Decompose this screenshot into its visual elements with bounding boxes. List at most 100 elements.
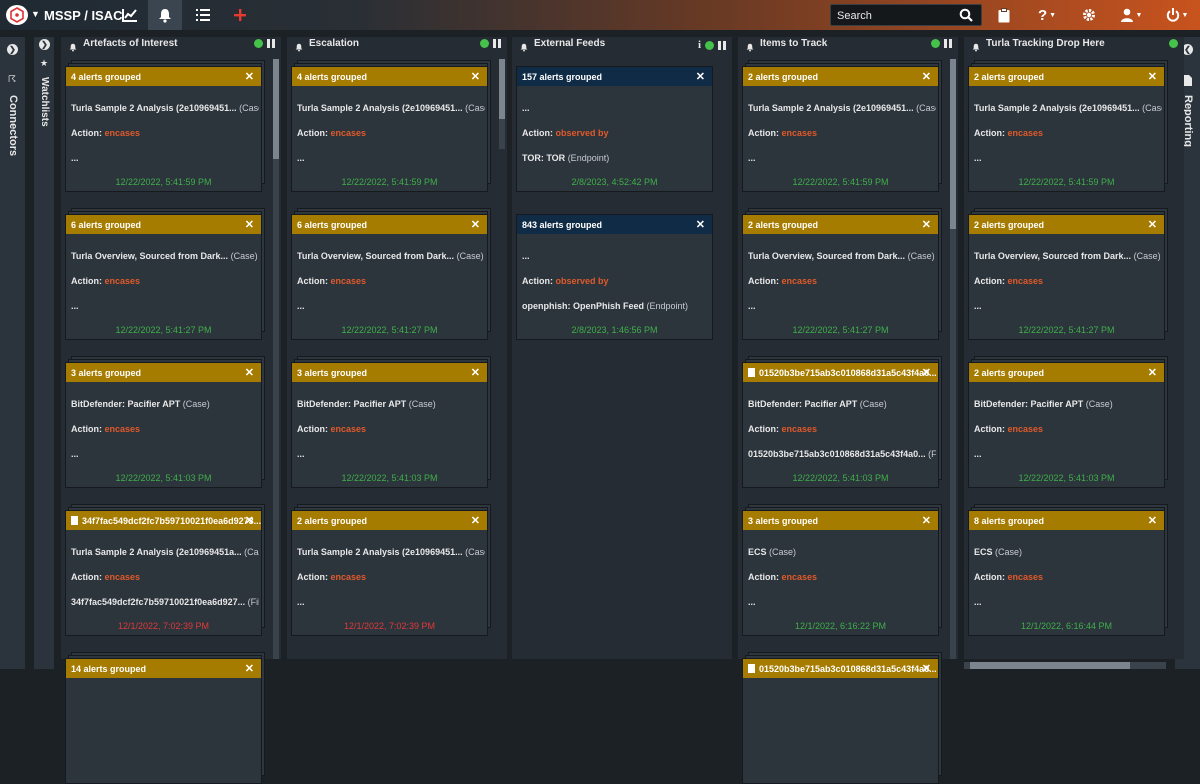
vertical-scrollbar[interactable]	[499, 59, 505, 149]
target-name[interactable]: ...	[974, 301, 982, 311]
pause-icon[interactable]	[267, 39, 275, 48]
card-group-header[interactable]: 01520b3be715ab3c010868d31a5c43f4a0... ✕	[743, 363, 938, 382]
card-group-header[interactable]: 2 alerts grouped ✕	[743, 67, 938, 86]
scrollbar-thumb[interactable]	[273, 59, 279, 159]
close-icon[interactable]: ✕	[921, 367, 931, 379]
card-group-header[interactable]: 843 alerts grouped ✕	[517, 215, 712, 234]
target-name[interactable]: 01520b3be715ab3c010868d31a5c43f4a0...	[748, 449, 926, 459]
pause-icon[interactable]	[944, 39, 952, 48]
scrollbar-thumb[interactable]	[970, 662, 1130, 669]
list-icon[interactable]	[186, 0, 220, 30]
close-icon[interactable]: ✕	[244, 663, 254, 675]
card-group-header[interactable]: 4 alerts grouped ✕	[66, 67, 261, 86]
scrollbar-thumb[interactable]	[499, 59, 505, 119]
collapse-chevron-icon[interactable]: ❮	[1182, 44, 1193, 55]
target-name[interactable]: ...	[297, 449, 305, 459]
close-icon[interactable]: ✕	[1147, 219, 1157, 231]
close-icon[interactable]: ✕	[1147, 367, 1157, 379]
entity-name[interactable]: Turla Sample 2 Analysis (2e10969451...	[748, 103, 914, 113]
search-input[interactable]	[837, 8, 957, 24]
target-name[interactable]: ...	[297, 153, 305, 163]
entity-name[interactable]: BitDefender: Pacifier APT	[71, 399, 181, 409]
entity-name[interactable]: BitDefender: Pacifier APT	[297, 399, 407, 409]
target-name[interactable]: ...	[974, 597, 982, 607]
pause-icon[interactable]	[718, 40, 726, 50]
close-icon[interactable]: ✕	[1147, 515, 1157, 527]
entity-name[interactable]: Turla Sample 2 Analysis (2e10969451...	[974, 103, 1140, 113]
close-icon[interactable]: ✕	[921, 515, 931, 527]
target-name[interactable]: ...	[748, 301, 756, 311]
plus-icon[interactable]	[223, 0, 257, 30]
target-name[interactable]: TOR: TOR	[522, 153, 566, 163]
scrollbar-thumb[interactable]	[950, 59, 956, 229]
clipboard-icon[interactable]	[987, 0, 1021, 30]
card-group-header[interactable]: 4 alerts grouped ✕	[292, 67, 487, 86]
card-group-header[interactable]: 2 alerts grouped ✕	[969, 363, 1164, 382]
vertical-scrollbar[interactable]	[273, 59, 279, 659]
card-group-header[interactable]: 2 alerts grouped ✕	[969, 215, 1164, 234]
card-group-header[interactable]: 3 alerts grouped ✕	[66, 363, 261, 382]
expand-chevron-icon[interactable]: ❯	[39, 39, 50, 50]
card-group-header[interactable]: 01520b3be715ab3c010868d31a5c43f4a0... ✕	[743, 659, 938, 678]
close-icon[interactable]: ✕	[921, 71, 931, 83]
chart-icon[interactable]	[113, 0, 147, 30]
entity-name[interactable]: ...	[522, 251, 530, 261]
card-group-header[interactable]: 3 alerts grouped ✕	[743, 511, 938, 530]
connectors-panel[interactable]: ❯ ☈ Connectors	[0, 37, 25, 669]
user-icon[interactable]: ▼	[1114, 0, 1148, 30]
target-name[interactable]: ...	[974, 449, 982, 459]
card-group-header[interactable]: 34f7fac549dcf2fc7b59710021f0ea6d9273... ✕	[66, 511, 261, 530]
target-name[interactable]: ...	[297, 597, 305, 607]
horizontal-scrollbar[interactable]	[964, 662, 1166, 669]
target-name[interactable]: ...	[974, 153, 982, 163]
search-icon[interactable]	[959, 8, 973, 27]
close-icon[interactable]: ✕	[695, 71, 705, 83]
card-group-header[interactable]: 8 alerts grouped ✕	[969, 511, 1164, 530]
pause-icon[interactable]	[493, 39, 501, 48]
card-group-header[interactable]: 6 alerts grouped ✕	[66, 215, 261, 234]
entity-name[interactable]: Turla Overview, Sourced from Dark...	[974, 251, 1132, 261]
close-icon[interactable]: ✕	[470, 515, 480, 527]
card-group-header[interactable]: 2 alerts grouped ✕	[743, 215, 938, 234]
card-group-header[interactable]: 2 alerts grouped ✕	[969, 67, 1164, 86]
entity-name[interactable]: ECS	[748, 547, 767, 557]
card-group-header[interactable]: 3 alerts grouped ✕	[292, 363, 487, 382]
target-name[interactable]: ...	[71, 449, 79, 459]
close-icon[interactable]: ✕	[470, 71, 480, 83]
entity-name[interactable]: Turla Sample 2 Analysis (2e10969451...	[297, 103, 463, 113]
target-name[interactable]: 34f7fac549dcf2fc7b59710021f0ea6d927...	[71, 597, 246, 607]
entity-name[interactable]: BitDefender: Pacifier APT	[974, 399, 1084, 409]
close-icon[interactable]: ✕	[470, 219, 480, 231]
close-icon[interactable]: ✕	[1147, 71, 1157, 83]
entity-name[interactable]: Turla Sample 2 Analysis (2e10969451...	[71, 103, 237, 113]
close-icon[interactable]: ✕	[921, 219, 931, 231]
target-name[interactable]: ...	[748, 153, 756, 163]
card-group-header[interactable]: 157 alerts grouped ✕	[517, 67, 712, 86]
entity-name[interactable]: Turla Overview, Sourced from Dark...	[71, 251, 229, 261]
vertical-scrollbar[interactable]	[950, 59, 956, 659]
close-icon[interactable]: ✕	[470, 367, 480, 379]
close-icon[interactable]: ✕	[244, 71, 254, 83]
bell-icon[interactable]	[148, 0, 182, 30]
entity-name[interactable]: Turla Sample 2 Analysis (2e10969451...	[297, 547, 463, 557]
target-name[interactable]: ...	[71, 153, 79, 163]
entity-name[interactable]: ...	[522, 103, 530, 113]
close-icon[interactable]: ✕	[695, 219, 705, 231]
info-icon[interactable]: i	[697, 39, 701, 51]
entity-name[interactable]: ECS	[974, 547, 993, 557]
target-name[interactable]: ...	[748, 597, 756, 607]
entity-name[interactable]: Turla Overview, Sourced from Dark...	[748, 251, 906, 261]
entity-name[interactable]: Turla Overview, Sourced from Dark...	[297, 251, 455, 261]
close-icon[interactable]: ✕	[244, 219, 254, 231]
gear-icon[interactable]	[1072, 0, 1106, 30]
card-group-header[interactable]: 6 alerts grouped ✕	[292, 215, 487, 234]
expand-chevron-icon[interactable]: ❯	[7, 44, 18, 55]
target-name[interactable]: openphish: OpenPhish Feed	[522, 301, 645, 311]
entity-name[interactable]: BitDefender: Pacifier APT	[748, 399, 858, 409]
card-group-header[interactable]: 2 alerts grouped ✕	[292, 511, 487, 530]
close-icon[interactable]: ✕	[921, 663, 931, 675]
help-icon[interactable]: ? ▼	[1037, 6, 1057, 24]
logo-icon[interactable]	[6, 5, 28, 25]
chevron-down-icon[interactable]: ▼	[31, 9, 40, 19]
close-icon[interactable]: ✕	[244, 367, 254, 379]
